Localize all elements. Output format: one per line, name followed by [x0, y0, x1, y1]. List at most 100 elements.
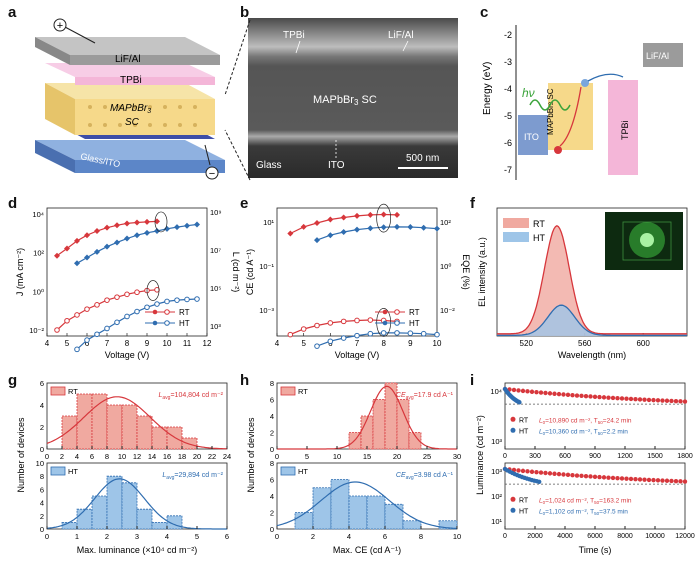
i-top-ht-point	[517, 400, 522, 405]
lif-band	[643, 43, 683, 67]
i-bottom-rt-point	[682, 479, 688, 484]
i-top-legend-name: RT	[519, 417, 529, 424]
h-bottom-fit	[276, 481, 458, 530]
d-series-RT-L-point	[134, 219, 140, 226]
i-bottom-rt-point	[597, 474, 602, 480]
d-series-HT-J-point	[134, 308, 140, 315]
e-series-RT-CE-point	[394, 211, 400, 218]
g-bottom-y-tick-label: 8	[40, 472, 44, 481]
h-top-x-tick-label: 0	[275, 452, 279, 461]
scale-bar-label: 500 nm	[406, 153, 439, 164]
mapbbr3-band	[548, 83, 593, 150]
panel-label-h: h	[240, 372, 250, 389]
e-series-RT-CE-point	[327, 216, 334, 223]
d-series-HT-L-point	[114, 239, 120, 246]
h-top-x-tick-label: 15	[363, 452, 371, 461]
i-top-rt-point	[682, 399, 688, 404]
f-legend-swatch	[503, 218, 529, 228]
glass-ito-layer-top	[35, 140, 225, 160]
d-legend-marker	[152, 320, 158, 326]
h-bottom-x-tick-label: 8	[419, 532, 423, 541]
i-top-rt-point	[660, 398, 665, 403]
d-series-HT-L-point	[154, 228, 160, 234]
i-top-rt-point	[669, 398, 674, 404]
i-bottom-rt-point	[552, 471, 557, 476]
e-legend-marker	[382, 320, 388, 326]
i-top-x-tick-label: 600	[559, 453, 571, 460]
i-bottom-rt-point	[520, 468, 526, 474]
d-series-RT-J-point	[94, 302, 100, 308]
i-top-rt-point	[570, 392, 575, 398]
i-bottom-legend-marker	[510, 496, 516, 502]
h-bottom-x-tick-label: 10	[453, 532, 461, 541]
f-x-tick-label: 600	[636, 339, 650, 348]
e-series-HT-EQE-point	[367, 330, 374, 337]
h-top-x-tick-label: 25	[423, 452, 431, 461]
g-bottom-y-tick-label: 10	[36, 459, 44, 468]
i-top-rt-point	[646, 397, 652, 403]
d-legend-label: HT	[179, 319, 190, 328]
i-bottom-rt-point	[651, 477, 656, 483]
d-series-RT-L-point	[144, 218, 150, 225]
e-y2label: EQE (%)	[461, 254, 470, 290]
e-x-tick-label: 5	[301, 339, 306, 348]
e-series-HT-CE-point	[394, 223, 400, 230]
e-series-HT-EQE-point	[380, 330, 387, 336]
g-bottom-x-tick-label: 4	[165, 532, 169, 541]
label-sc: SC	[125, 117, 140, 128]
i-bottom-ht-point	[537, 479, 542, 484]
d-series-HT-L-point	[134, 232, 140, 239]
g-top-bar	[136, 415, 153, 450]
h-top-x-tick-label: 5	[305, 452, 309, 461]
g-top-y-tick-label: 0	[40, 445, 44, 454]
d-series-HT-J-point	[104, 325, 110, 332]
d-series-RT-L-point	[114, 222, 120, 229]
label-tpbi: TPBi	[120, 75, 142, 86]
g-top-x-tick-label: 0	[45, 452, 49, 461]
d-series-RT-L-point	[64, 245, 70, 252]
e-y-tick-label: 10⁻³	[259, 306, 274, 315]
i-bottom-rt-point	[534, 469, 539, 475]
i-bottom-rt-point	[610, 475, 616, 481]
g-top-legend-label: RT	[68, 387, 78, 396]
i-top-rt-point	[606, 395, 611, 400]
h-bottom-y-tick-label: 4	[270, 492, 274, 501]
d-x-tick-label: 12	[203, 339, 212, 348]
d-x-tick-label: 9	[145, 339, 150, 348]
d-y2-tick-label: 10³	[210, 322, 221, 331]
ito-band	[518, 115, 548, 155]
h-top-legend-swatch	[280, 386, 296, 396]
i-top-rt-point	[601, 395, 607, 400]
f-legend-label: HT	[533, 233, 545, 243]
i-bottom-x-tick-label: 2000	[527, 533, 543, 540]
i-top-rt-point	[525, 389, 530, 394]
g-top-y-tick-label: 2	[40, 423, 44, 432]
e-series-HT-CE-point	[367, 225, 374, 232]
i-bottom-y-tick-label: 10²	[491, 492, 502, 501]
e-series-RT-EQE-point	[314, 322, 320, 329]
g-top-x-tick-label: 6	[90, 452, 94, 461]
i-bottom-rt-point	[664, 478, 670, 483]
h-bottom-bar	[294, 512, 314, 530]
h-bottom-bar	[312, 487, 332, 530]
e-legend-marker	[394, 309, 400, 315]
d-xlabel: Voltage (V)	[105, 350, 150, 360]
i-bottom-x-tick-label: 6000	[587, 533, 603, 540]
i-bottom-rt-point	[556, 471, 562, 477]
h-bottom-bar	[384, 503, 404, 530]
g-top-x-tick-label: 24	[223, 452, 231, 461]
i-top-legend-marker	[510, 427, 516, 433]
i-bottom-rt-point	[673, 478, 679, 484]
i-top-legend-name: HT	[519, 428, 529, 435]
e-y-tick-label: 10¹	[263, 218, 274, 227]
i-top-rt-point	[547, 391, 553, 396]
e-series-HT-EQE-point	[394, 330, 400, 336]
panel-label-g: g	[8, 372, 18, 389]
cathode-terminal-icon	[205, 166, 219, 180]
i-top-legend-text: L0=10,360 cd m⁻², T50=2.2 min	[539, 428, 628, 436]
d-guide-ellipse	[154, 211, 168, 233]
plus-sign: +	[57, 20, 63, 32]
d-series-HT-J-point	[114, 319, 120, 326]
f-area-HT	[497, 305, 687, 336]
g-bottom-bar	[91, 495, 108, 530]
